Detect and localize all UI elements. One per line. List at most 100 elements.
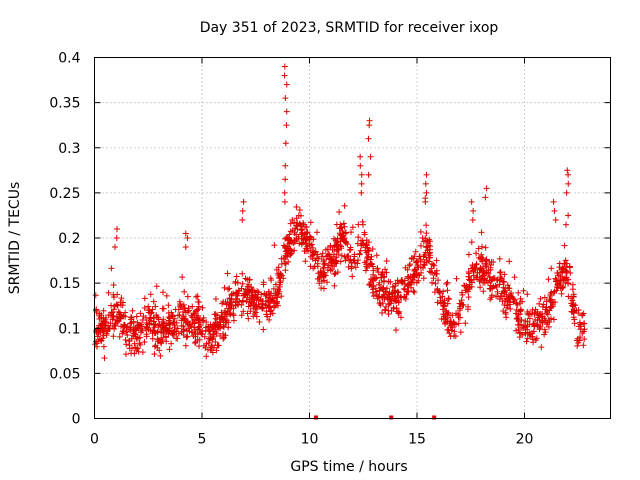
data-point bbox=[543, 310, 550, 317]
data-point bbox=[488, 278, 495, 285]
data-point bbox=[555, 272, 562, 279]
data-point bbox=[212, 338, 219, 345]
data-point bbox=[197, 321, 204, 328]
data-point bbox=[536, 326, 543, 333]
data-point bbox=[458, 297, 465, 304]
data-point bbox=[312, 248, 319, 255]
data-point bbox=[303, 230, 310, 237]
data-point bbox=[542, 306, 549, 313]
data-point bbox=[358, 171, 365, 178]
data-point bbox=[273, 266, 280, 273]
data-point bbox=[397, 314, 404, 321]
data-point bbox=[178, 322, 185, 329]
data-point bbox=[207, 321, 214, 328]
data-point bbox=[287, 220, 294, 227]
data-point bbox=[318, 285, 325, 292]
data-point bbox=[321, 270, 328, 277]
data-point bbox=[213, 330, 220, 337]
data-point bbox=[534, 317, 541, 324]
data-point bbox=[369, 289, 376, 296]
data-point bbox=[477, 284, 484, 291]
data-point bbox=[569, 302, 576, 309]
data-point bbox=[513, 315, 520, 322]
data-point bbox=[368, 260, 375, 267]
data-point bbox=[348, 229, 355, 236]
data-point bbox=[209, 331, 216, 338]
data-point bbox=[565, 212, 572, 219]
data-point bbox=[124, 332, 131, 339]
data-point bbox=[405, 281, 412, 288]
data-point bbox=[412, 248, 419, 255]
data-point bbox=[110, 291, 117, 298]
data-point bbox=[333, 248, 340, 255]
data-point bbox=[469, 216, 476, 223]
data-point bbox=[431, 289, 438, 296]
data-point bbox=[103, 332, 110, 339]
data-point bbox=[108, 265, 115, 272]
data-point bbox=[162, 333, 169, 340]
data-point bbox=[132, 325, 139, 332]
data-point bbox=[455, 314, 462, 321]
data-point bbox=[165, 302, 172, 309]
data-point bbox=[411, 266, 418, 273]
data-point bbox=[337, 238, 344, 245]
data-point bbox=[276, 288, 283, 295]
data-point bbox=[337, 225, 344, 232]
data-point bbox=[389, 283, 396, 290]
data-point bbox=[524, 335, 531, 342]
data-point bbox=[332, 270, 339, 277]
data-point bbox=[571, 316, 578, 323]
data-point bbox=[170, 329, 177, 336]
y-tick-label: 0.15 bbox=[49, 276, 80, 292]
data-point bbox=[368, 253, 375, 260]
data-point bbox=[160, 305, 167, 312]
data-point bbox=[362, 267, 369, 274]
data-point bbox=[517, 295, 524, 302]
data-point bbox=[541, 326, 548, 333]
data-point bbox=[502, 285, 509, 292]
data-point bbox=[114, 302, 121, 309]
data-point bbox=[520, 287, 527, 294]
data-point bbox=[179, 274, 186, 281]
data-point bbox=[199, 317, 206, 324]
data-point bbox=[298, 241, 305, 248]
data-point bbox=[427, 249, 434, 256]
data-point bbox=[141, 304, 148, 311]
data-point bbox=[113, 225, 120, 232]
data-point bbox=[314, 251, 321, 258]
data-point bbox=[256, 318, 263, 325]
data-point bbox=[95, 330, 102, 337]
data-point bbox=[569, 303, 576, 310]
data-point bbox=[327, 267, 334, 274]
data-point bbox=[349, 224, 356, 231]
data-point bbox=[475, 245, 482, 252]
data-point bbox=[373, 252, 380, 259]
x-tick-label: 10 bbox=[301, 432, 319, 448]
data-point bbox=[321, 260, 328, 267]
data-point bbox=[184, 333, 191, 340]
data-point bbox=[172, 306, 179, 313]
data-point bbox=[281, 63, 288, 70]
data-point bbox=[239, 207, 246, 214]
data-point bbox=[347, 256, 354, 263]
data-point bbox=[303, 224, 310, 231]
data-point bbox=[470, 207, 477, 214]
data-point bbox=[281, 72, 288, 79]
data-point bbox=[501, 301, 508, 308]
data-point bbox=[331, 282, 338, 289]
data-point bbox=[242, 288, 249, 295]
data-point bbox=[470, 268, 477, 275]
data-gap-marker bbox=[389, 415, 394, 420]
data-point bbox=[540, 301, 547, 308]
data-point bbox=[240, 198, 247, 205]
data-point bbox=[543, 298, 550, 305]
data-point bbox=[217, 318, 224, 325]
data-point bbox=[466, 284, 473, 291]
data-point bbox=[496, 255, 503, 262]
data-point bbox=[447, 318, 454, 325]
data-point bbox=[432, 280, 439, 287]
data-point bbox=[544, 311, 551, 318]
data-point bbox=[479, 265, 486, 272]
data-point bbox=[285, 258, 292, 265]
